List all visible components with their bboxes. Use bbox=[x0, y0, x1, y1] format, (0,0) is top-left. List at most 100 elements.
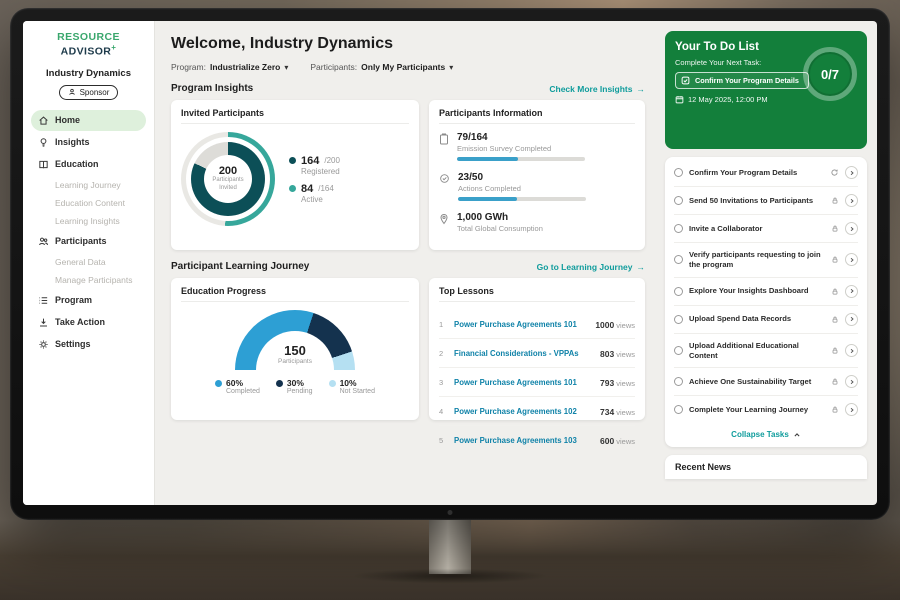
task-row-verify-participants[interactable]: Verify participants requesting to join t… bbox=[674, 243, 858, 278]
people-icon bbox=[38, 236, 49, 247]
lock-icon bbox=[831, 287, 839, 296]
chevron-right-icon[interactable] bbox=[845, 403, 858, 417]
lesson-row: 3 Power Purchase Agreements 101 793 views bbox=[439, 368, 635, 397]
sidebar-item-label: Take Action bbox=[55, 317, 106, 327]
chevron-right-icon[interactable] bbox=[845, 194, 858, 207]
invited-center-label: Participants Invited bbox=[212, 177, 244, 191]
sidebar-item-label: Education bbox=[55, 159, 99, 169]
education-progress-card: Education Progress 150 Participants bbox=[171, 278, 419, 420]
sidebar-item-program[interactable]: Program bbox=[31, 290, 146, 311]
journey-cards-row: Education Progress 150 Participants bbox=[171, 278, 645, 446]
task-checkbox[interactable] bbox=[674, 196, 683, 205]
target-icon bbox=[439, 173, 450, 201]
task-row-complete-learning-journey[interactable]: Complete Your Learning Journey bbox=[674, 396, 858, 423]
education-center-value: 150 bbox=[284, 343, 306, 358]
task-checkbox[interactable] bbox=[674, 346, 683, 356]
sidebar-item-learning-insights[interactable]: Learning Insights bbox=[55, 215, 120, 226]
sidebar-item-participants[interactable]: Participants bbox=[31, 231, 146, 252]
lesson-link[interactable]: Power Purchase Agreements 102 bbox=[454, 406, 577, 416]
invited-participants-card: Invited Participants 200 Participants In… bbox=[171, 100, 419, 250]
refresh-icon bbox=[830, 168, 839, 177]
check-more-insights-link[interactable]: Check More Insights → bbox=[549, 83, 645, 94]
todo-subtitle: Complete Your Next Task: bbox=[675, 58, 762, 67]
chevron-right-icon[interactable] bbox=[845, 284, 858, 298]
learning-journey-title: Participant Learning Journey bbox=[171, 261, 310, 272]
lesson-row: 2 Financial Considerations - VPPAs 803 vi… bbox=[439, 339, 635, 368]
completed-dot bbox=[215, 379, 222, 387]
participants-filter-dropdown[interactable]: Participants: Only My Participants ▾ bbox=[310, 62, 453, 72]
sidebar-item-settings[interactable]: Settings bbox=[31, 334, 146, 355]
task-row-confirm-program[interactable]: Confirm Your Program Details bbox=[674, 159, 858, 187]
chevron-right-icon[interactable] bbox=[845, 312, 858, 326]
task-row-achieve-target[interactable]: Achieve One Sustainability Target bbox=[674, 368, 858, 397]
stat-emission-survey: 79/164 Emission Survey Completed bbox=[439, 132, 635, 161]
chevron-right-icon[interactable] bbox=[845, 166, 858, 179]
insights-cards-row: Invited Participants 200 Participants In… bbox=[171, 100, 645, 250]
sidebar-item-label: Settings bbox=[55, 339, 91, 349]
top-lessons-title: Top Lessons bbox=[439, 286, 635, 302]
task-checkbox[interactable] bbox=[674, 224, 683, 233]
participants-information-title: Participants Information bbox=[439, 108, 635, 124]
lesson-link[interactable]: Power Purchase Agreements 103 bbox=[454, 435, 577, 445]
task-row-explore-insights[interactable]: Explore Your Insights Dashboard bbox=[674, 278, 858, 306]
task-checkbox[interactable] bbox=[674, 314, 683, 324]
task-row-upload-spend-data[interactable]: Upload Spend Data Records bbox=[674, 306, 858, 334]
sidebar-item-label: Insights bbox=[55, 137, 90, 147]
not-started-dot bbox=[328, 379, 336, 387]
filter-bar: Program: Industrialize Zero ▾ Participan… bbox=[171, 62, 645, 72]
task-row-upload-educational-content[interactable]: Upload Additional Educational Content bbox=[674, 334, 858, 369]
legend-pending: 30% Pending bbox=[275, 378, 313, 395]
lesson-link[interactable]: Power Purchase Agreements 101 bbox=[454, 319, 577, 329]
task-row-invite-collaborator[interactable]: Invite a Collaborator bbox=[674, 215, 858, 243]
todo-panel: Your To Do List Complete Your Next Task:… bbox=[659, 21, 877, 505]
lesson-link[interactable]: Power Purchase Agreements 101 bbox=[454, 377, 577, 387]
task-row-send-invitations[interactable]: Send 50 Invitations to Participants bbox=[674, 187, 858, 215]
chevron-right-icon[interactable] bbox=[845, 222, 858, 235]
task-checkbox[interactable] bbox=[674, 168, 683, 177]
chevron-down-icon: ▾ bbox=[449, 62, 454, 72]
education-legend: 60% Completed 30% Pending 10% Not Starte… bbox=[181, 378, 409, 395]
task-checkbox[interactable] bbox=[674, 377, 683, 387]
participants-information-card: Participants Information 79/164 Emission… bbox=[429, 100, 645, 250]
org-name: Industry Dynamics bbox=[46, 67, 131, 79]
task-checkbox[interactable] bbox=[674, 405, 683, 415]
sidebar-item-manage-participants[interactable]: Manage Participants bbox=[55, 274, 133, 285]
sponsor-icon bbox=[68, 88, 76, 96]
program-filter-value: Industrialize Zero bbox=[209, 62, 281, 72]
monitor-frame: RESOURCE ADVISOR+ Industry Dynamics Spon… bbox=[10, 8, 890, 520]
task-checkbox[interactable] bbox=[674, 286, 683, 296]
invited-legend: 164 /200 Registered 84 /164 bbox=[289, 148, 340, 211]
checkbox-icon bbox=[681, 76, 690, 85]
sidebar-item-general-data[interactable]: General Data bbox=[55, 256, 106, 267]
task-checkbox[interactable] bbox=[674, 255, 683, 265]
sidebar-item-home[interactable]: Home bbox=[31, 109, 146, 131]
sponsor-label: Sponsor bbox=[79, 87, 110, 97]
chevron-right-icon[interactable] bbox=[845, 253, 858, 267]
recent-news-header: Recent News bbox=[665, 455, 867, 480]
lesson-row: 4 Power Purchase Agreements 102 734 views bbox=[439, 397, 635, 426]
book-icon bbox=[38, 159, 49, 170]
lesson-link[interactable]: Financial Considerations - VPPAs bbox=[454, 348, 579, 358]
sidebar-item-education-content[interactable]: Education Content bbox=[55, 197, 125, 208]
home-icon bbox=[38, 115, 49, 126]
learning-journey-header: Participant Learning Journey Go to Learn… bbox=[171, 261, 645, 272]
gear-icon bbox=[38, 339, 49, 350]
lock-icon bbox=[831, 255, 839, 264]
sidebar-item-insights[interactable]: Insights bbox=[31, 132, 146, 153]
sidebar-item-label: Home bbox=[55, 115, 81, 125]
sidebar-item-take-action[interactable]: Take Action bbox=[31, 312, 146, 333]
bulb-icon bbox=[38, 137, 49, 148]
sidebar-item-education[interactable]: Education bbox=[31, 154, 146, 175]
next-task-button[interactable]: Confirm Your Program Details bbox=[675, 72, 809, 89]
program-filter-dropdown[interactable]: Program: Industrialize Zero ▾ bbox=[171, 62, 288, 72]
lesson-row: 1 Power Purchase Agreements 101 1000 view… bbox=[439, 310, 635, 339]
go-to-learning-journey-link[interactable]: Go to Learning Journey → bbox=[536, 261, 645, 272]
chevron-right-icon[interactable] bbox=[845, 375, 858, 389]
sidebar-item-learning-journey[interactable]: Learning Journey bbox=[55, 179, 121, 190]
todo-progress-value: 0/7 bbox=[820, 66, 840, 82]
participants-filter-value: Only My Participants bbox=[361, 62, 446, 72]
collapse-tasks-link[interactable]: Collapse Tasks bbox=[674, 423, 858, 445]
pending-dot bbox=[275, 379, 283, 387]
sidebar-nav: Home Insights Education Learning Journey… bbox=[31, 109, 146, 355]
chevron-right-icon[interactable] bbox=[845, 344, 858, 358]
